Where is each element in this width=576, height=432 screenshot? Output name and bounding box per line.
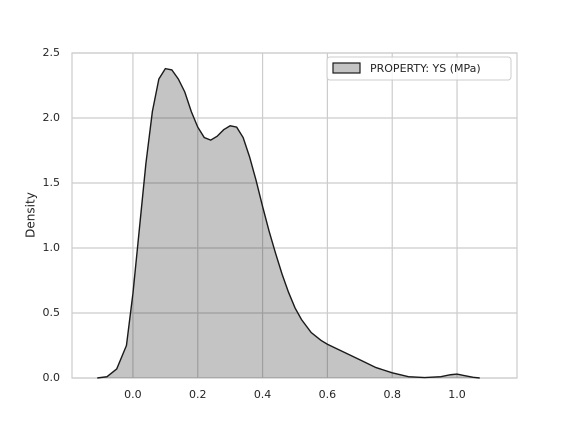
density-line <box>97 67 480 379</box>
legend-label: PROPERTY: YS (MPa) <box>370 62 481 75</box>
y-tick-label: 1.0 <box>43 241 61 254</box>
x-tick-label: 0.6 <box>319 388 337 401</box>
y-tick-label: 2.5 <box>43 46 61 59</box>
y-tick-label: 1.5 <box>43 176 61 189</box>
legend: PROPERTY: YS (MPa) <box>326 56 512 81</box>
legend-swatch <box>332 62 361 74</box>
y-axis-label: Density <box>24 192 38 238</box>
x-tick-label: 0.4 <box>254 388 272 401</box>
x-tick-label: 0.2 <box>189 388 207 401</box>
y-tick-label: 0.0 <box>43 371 61 384</box>
x-tick-label: 0.0 <box>124 388 142 401</box>
plot-frame <box>71 52 518 379</box>
legend-frame <box>326 56 512 81</box>
x-tick-label: 0.8 <box>383 388 401 401</box>
density-area <box>97 68 480 378</box>
y-tick-label: 2.0 <box>43 111 61 124</box>
y-tick-label: 0.5 <box>43 306 61 319</box>
x-tick-label: 1.0 <box>448 388 466 401</box>
